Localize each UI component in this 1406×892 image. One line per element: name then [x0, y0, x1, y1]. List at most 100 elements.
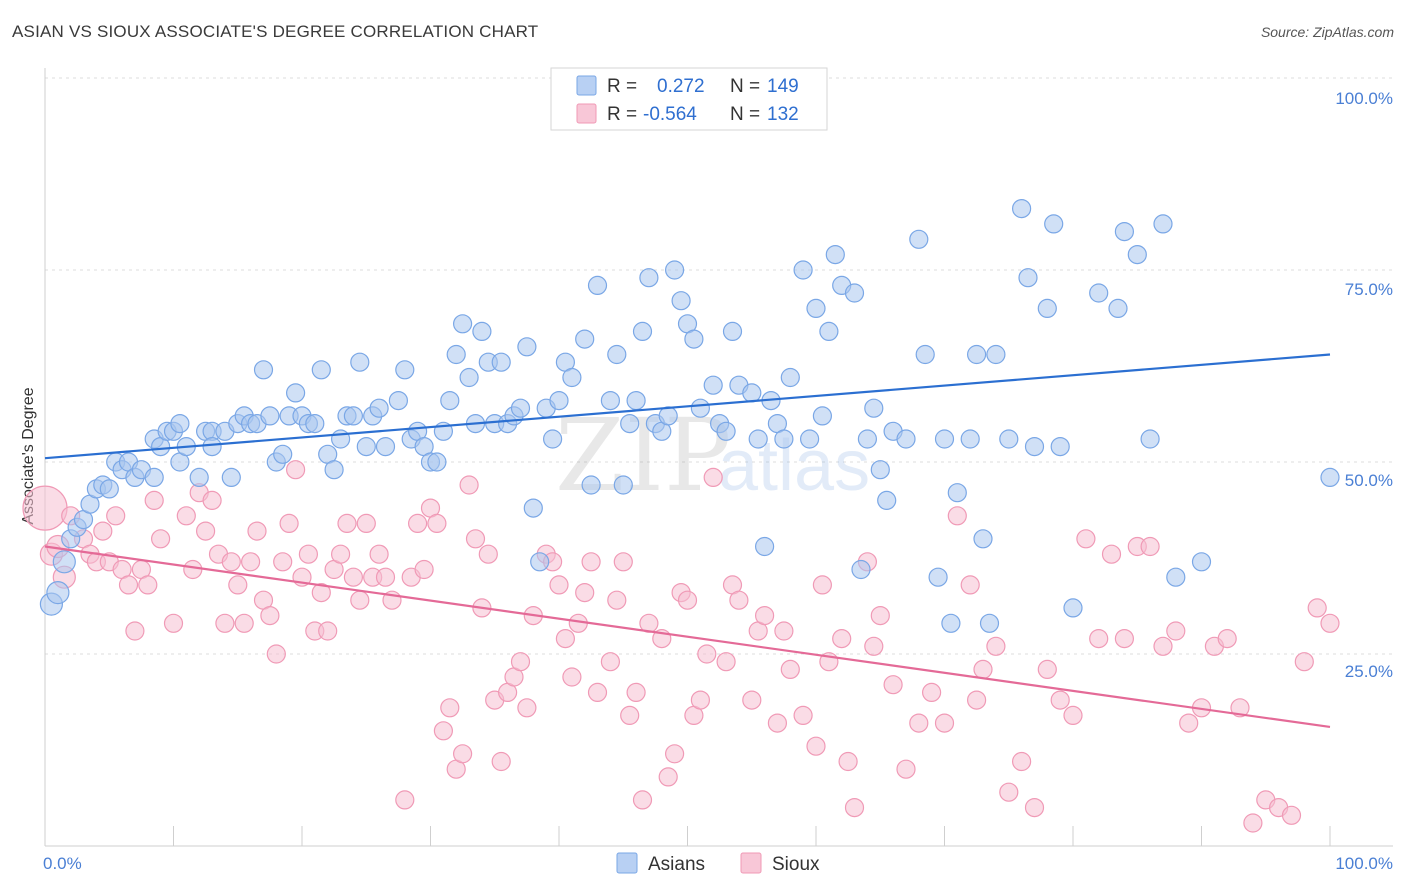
sioux-point: [1050, 690, 1070, 710]
sioux-point: [716, 652, 736, 672]
asian-point: [542, 429, 563, 449]
sioux-point: [318, 621, 338, 641]
legend-box: [550, 67, 828, 131]
sioux-point: [774, 621, 794, 641]
asian-point: [909, 229, 929, 249]
asian-point: [812, 406, 833, 426]
asian-point: [1320, 467, 1340, 487]
sioux-point: [1114, 628, 1135, 649]
chart-title: ASIAN VS SIOUX ASSOCIATE'S DEGREE CORREL…: [12, 22, 539, 41]
asian-point: [350, 352, 370, 372]
sioux-point: [703, 467, 723, 487]
asian-point: [427, 452, 447, 472]
sioux-point: [1179, 713, 1199, 733]
asian-point: [825, 245, 845, 265]
sioux-point: [1140, 536, 1160, 557]
sioux-point: [375, 567, 396, 587]
asian-point: [877, 490, 897, 510]
watermark: ZIP atlas: [555, 397, 870, 514]
asian-point: [973, 529, 993, 549]
sioux-point: [93, 521, 113, 541]
asian-point: [388, 391, 408, 411]
sioux-point: [883, 675, 903, 695]
legend-bottom-sioux-label: Sioux: [772, 854, 820, 875]
sioux-point: [626, 682, 646, 703]
asian-point: [684, 329, 704, 349]
sioux-point: [465, 529, 486, 549]
sioux-point: [247, 521, 267, 541]
sioux-point: [607, 590, 627, 610]
sioux-point: [459, 475, 479, 495]
asian-point: [915, 344, 935, 365]
sioux-point: [581, 552, 601, 572]
asian-point: [1063, 598, 1083, 618]
asian-point: [806, 298, 826, 318]
legend-sioux-swatch: [576, 103, 597, 124]
x-axis-ticks: [44, 826, 1331, 846]
asian-point: [1044, 214, 1064, 234]
sioux-point: [658, 767, 678, 787]
asian-point: [1153, 214, 1173, 234]
asian-point: [799, 429, 820, 449]
sioux-point: [966, 690, 987, 710]
asian-point: [395, 360, 415, 380]
sioux-point: [453, 744, 473, 764]
sioux-point: [395, 790, 415, 810]
asian-point: [664, 260, 685, 280]
sioux-point: [337, 513, 357, 534]
sioux-point: [1320, 613, 1340, 633]
sioux-point: [697, 644, 717, 664]
asian-point: [1127, 245, 1147, 265]
sioux-point: [896, 759, 916, 779]
sioux-point: [934, 713, 955, 733]
sioux-point: [427, 513, 447, 534]
asian-point: [928, 567, 948, 587]
sioux-point: [273, 552, 293, 572]
asian-point: [549, 391, 569, 411]
sioux-point: [1063, 705, 1083, 726]
asian-point: [221, 467, 241, 487]
asian-point: [440, 391, 460, 411]
sioux-point: [864, 636, 884, 656]
sioux-point: [620, 705, 640, 726]
asian-point: [819, 321, 839, 341]
sioux-point: [632, 790, 653, 810]
asian-point: [46, 580, 70, 605]
sioux-point: [228, 575, 248, 595]
sioux-point: [1294, 652, 1314, 672]
sioux-point: [587, 682, 608, 703]
asian-point: [966, 344, 987, 365]
sioux-point: [600, 652, 621, 672]
asian-point: [754, 536, 775, 557]
sioux-point: [812, 575, 833, 595]
asian-point: [311, 360, 331, 380]
asian-point: [253, 360, 274, 380]
asian-point: [1114, 222, 1135, 242]
sioux-points: [22, 460, 1340, 833]
sioux-point: [562, 667, 582, 687]
sioux-point: [433, 721, 453, 741]
sioux-point: [1230, 698, 1250, 718]
asian-point: [189, 467, 209, 487]
sioux-point: [260, 605, 280, 626]
sioux-point: [1307, 598, 1327, 618]
asian-point: [273, 444, 293, 464]
asian-point: [523, 498, 543, 518]
sioux-point: [118, 575, 139, 595]
legend-top: R = 0.272 N = 149 R = -0.564 N = 132: [550, 67, 828, 131]
sioux-point: [331, 544, 351, 564]
asian-point: [1037, 298, 1057, 318]
sioux-point: [973, 659, 993, 680]
asian-point: [960, 429, 980, 449]
sioux-point: [356, 513, 376, 534]
asian-point: [864, 398, 884, 418]
sioux-point: [780, 659, 800, 680]
asian-point: [934, 429, 955, 449]
sioux-point: [1153, 636, 1173, 656]
sioux-point: [286, 460, 306, 480]
asian-point: [324, 460, 344, 480]
sioux-point: [510, 652, 531, 672]
watermark-atlas: atlas: [718, 426, 870, 506]
sioux-point: [729, 590, 749, 610]
asian-point: [844, 283, 865, 303]
